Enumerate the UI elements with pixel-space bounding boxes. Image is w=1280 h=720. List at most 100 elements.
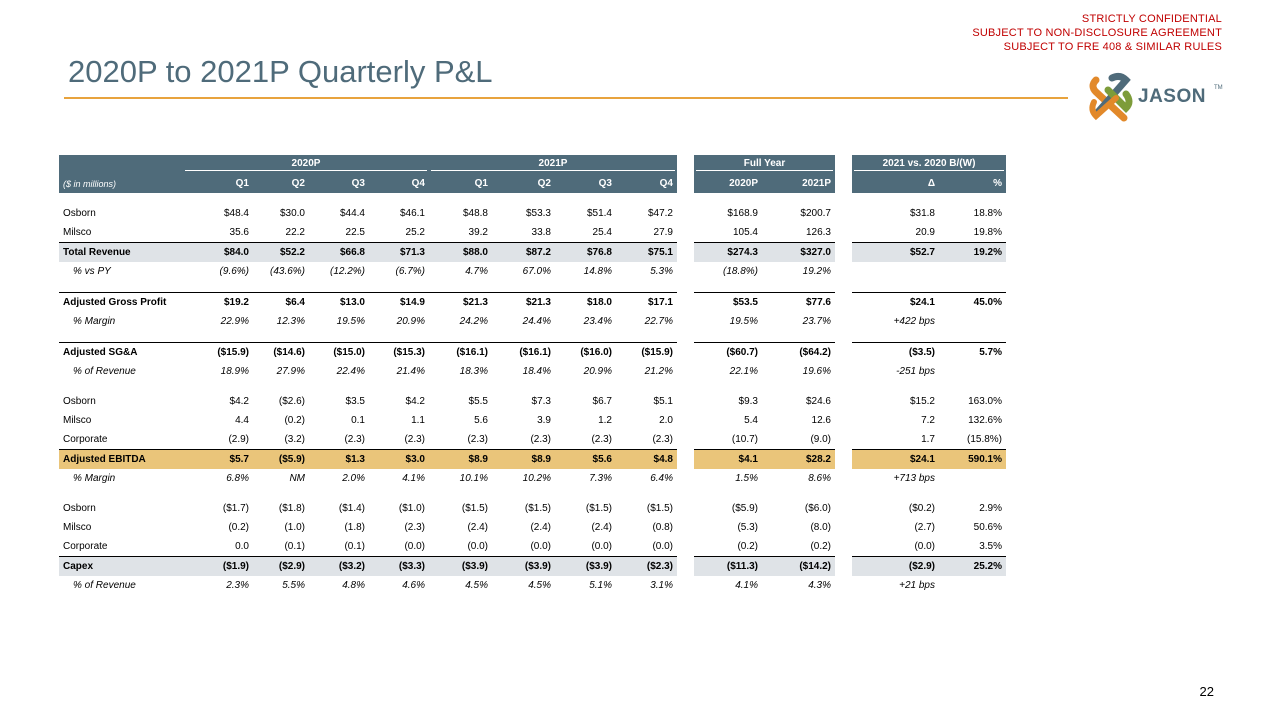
cell-q1-2021: 10.1%: [459, 473, 488, 484]
confidential-line-1: STRICTLY CONFIDENTIAL: [1081, 13, 1222, 25]
confidentiality-notice: STRICTLY CONFIDENTIAL SUBJECT TO NON-DIS…: [972, 12, 1222, 54]
cell-pct: 19.8%: [973, 227, 1002, 238]
cell-q1-2020: (0.2): [228, 522, 249, 533]
cell-q4-2020: 21.4%: [396, 366, 425, 377]
cell-q3-2020: $44.4: [339, 208, 365, 219]
cell-q3-2021: ($3.9): [555, 556, 616, 576]
pl-table: 2020P 2021P Full Year 2021 vs. 2020 B/(W…: [59, 155, 1006, 595]
cell-q1-2020: 6.8%: [226, 473, 249, 484]
cell-fy-2020: $168.9: [727, 208, 758, 219]
cell-q1-2021: $8.9: [429, 449, 492, 469]
cell-q3-2021: $5.6: [555, 449, 616, 469]
cell-q1-2020: 18.9%: [220, 366, 249, 377]
col-q1-2021: Q1: [429, 174, 492, 193]
cell-q3-2020: 2.0%: [342, 473, 365, 484]
cell-delta: $31.8: [909, 208, 935, 219]
cell-q4-2021: ($15.9): [616, 342, 677, 362]
cell-q3-2020: 0.1: [351, 415, 365, 426]
row-label: % Margin: [73, 316, 116, 327]
cell-q1-2021: ($3.9): [429, 556, 492, 576]
cell-q1-2020: ($1.9): [183, 556, 253, 576]
cell-q4-2021: 6.4%: [650, 473, 673, 484]
cell-q1-2020: $48.4: [223, 208, 249, 219]
cell-q4-2020: (2.3): [404, 522, 425, 533]
cell-q4-2020: 4.6%: [402, 580, 425, 591]
cell-q2-2020: $30.0: [279, 208, 305, 219]
cell-q2-2020: (3.2): [284, 434, 305, 445]
cell-q4-2021: ($1.5): [646, 503, 673, 514]
row-cx-corporate: Corporate 0.0 (0.1) (0.1) (0.0) (0.0) (0.0) (0.…: [59, 537, 1006, 557]
cell-q2-2021: $8.9: [492, 449, 555, 469]
row-rev-osborn: Osborn $48.4 $30.0 $44.4 $46.1 $48.8 $53.3 $51.…: [59, 204, 1006, 223]
cell-delta: ($2.9): [852, 556, 939, 576]
cell-q3-2020: ($1.4): [338, 503, 365, 514]
cell-q3-2020: (0.1): [344, 541, 365, 552]
cell-q1-2021: (2.4): [467, 522, 488, 533]
cell-fy-2020: 22.1%: [729, 366, 758, 377]
cell-q4-2020: ($3.3): [369, 556, 429, 576]
cell-fy-2020: ($60.7): [694, 342, 762, 362]
spacer-row: [59, 331, 1006, 343]
cell-fy-2021: 19.6%: [802, 366, 831, 377]
row-pct-vs-py: % vs PY (9.6%) (43.6%) (12.2%) (6.7%) 4.7% 67.…: [59, 262, 1006, 281]
cell-pct: 25.2%: [939, 556, 1006, 576]
row-label: Adjusted EBITDA: [59, 449, 183, 469]
cell-q2-2021: ($1.5): [524, 503, 551, 514]
cell-delta: (2.7): [914, 522, 935, 533]
group-2021p: 2021P: [429, 155, 677, 174]
cell-q2-2020: ($2.9): [253, 556, 309, 576]
cell-q4-2021: $5.1: [653, 396, 673, 407]
cell-fy-2020: 4.1%: [735, 580, 758, 591]
col-pct: %: [939, 174, 1006, 193]
row-capex: Capex ($1.9) ($2.9) ($3.2) ($3.3) ($3.9) ($3.9…: [59, 556, 1006, 576]
col-fy-2020: 2020P: [694, 174, 762, 193]
row-capex-pct: % of Revenue 2.3% 5.5% 4.8% 4.6% 4.5% 4.5% 5.1%…: [59, 576, 1006, 595]
cell-q3-2021: (2.4): [591, 522, 612, 533]
cell-q2-2020: (43.6%): [269, 266, 305, 277]
cell-fy-2021: 4.3%: [808, 580, 831, 591]
cell-q4-2021: 2.0: [659, 415, 673, 426]
cell-fy-2021: 23.7%: [802, 316, 831, 327]
cell-fy-2021: 19.2%: [802, 266, 831, 277]
col-q2-2020: Q2: [253, 174, 309, 193]
cell-fy-2021: $28.2: [762, 449, 835, 469]
cell-fy-2020: $4.1: [694, 449, 762, 469]
cell-delta: +21 bps: [899, 580, 935, 591]
cell-q1-2021: (2.3): [467, 434, 488, 445]
cell-q4-2021: 5.3%: [650, 266, 673, 277]
cell-q3-2021: 14.8%: [583, 266, 612, 277]
cell-q3-2021: 1.2: [598, 415, 612, 426]
cell-q4-2020: (2.3): [404, 434, 425, 445]
logo-trademark: TM: [1214, 85, 1223, 91]
row-label: Osborn: [63, 396, 96, 407]
cell-q3-2021: 5.1%: [589, 580, 612, 591]
cell-delta: (0.0): [914, 541, 935, 552]
cell-q3-2020: ($15.0): [309, 342, 369, 362]
cell-q4-2020: $14.9: [369, 292, 429, 312]
cell-q1-2020: 35.6: [229, 227, 249, 238]
cell-q3-2021: $18.0: [555, 292, 616, 312]
col-q1-2020: Q1: [183, 174, 253, 193]
cell-q2-2021: 24.4%: [522, 316, 551, 327]
row-label: Total Revenue: [59, 242, 183, 262]
cell-delta: $15.2: [909, 396, 935, 407]
cell-q1-2020: (9.6%): [219, 266, 249, 277]
cell-delta: $52.7: [852, 242, 939, 262]
cell-fy-2020: 5.4: [744, 415, 758, 426]
cell-q4-2021: $4.8: [616, 449, 677, 469]
row-eb-corporate: Corporate (2.9) (3.2) (2.3) (2.3) (2.3) (2.3) (…: [59, 430, 1006, 450]
col-q2-2021: Q2: [492, 174, 555, 193]
row-label: % of Revenue: [73, 580, 136, 591]
row-ebitda: Adjusted EBITDA $5.7 ($5.9) $1.3 $3.0 $8.9 $8.…: [59, 449, 1006, 469]
cell-q4-2021: 21.2%: [644, 366, 673, 377]
cell-q1-2021: ($1.5): [461, 503, 488, 514]
cell-fy-2020: 1.5%: [735, 473, 758, 484]
cell-q1-2020: 4.4: [235, 415, 249, 426]
cell-q2-2020: 5.5%: [282, 580, 305, 591]
cell-delta: ($0.2): [908, 503, 935, 514]
cell-q3-2020: ($3.2): [309, 556, 369, 576]
cell-fy-2021: 126.3: [805, 227, 831, 238]
cell-q3-2021: 20.9%: [583, 366, 612, 377]
cell-fy-2021: 8.6%: [808, 473, 831, 484]
cell-pct: [939, 362, 1006, 381]
